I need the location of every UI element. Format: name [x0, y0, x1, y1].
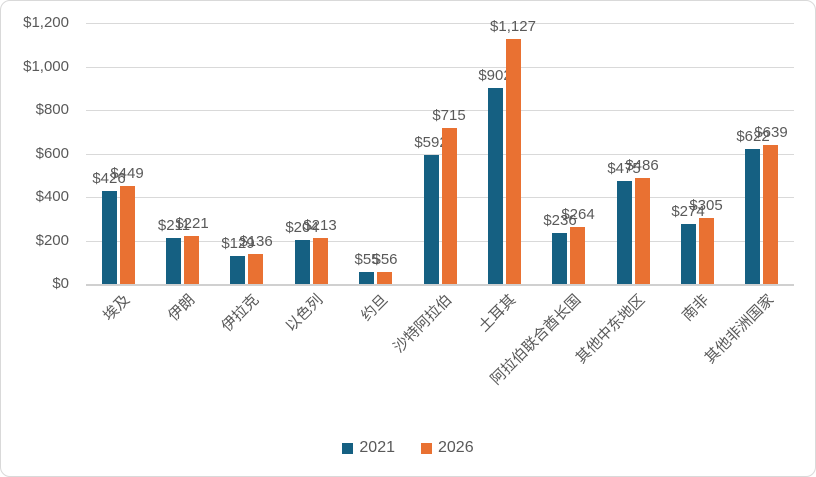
bar-2026 — [635, 178, 650, 284]
y-gridline — [86, 197, 794, 198]
bar-2021 — [295, 240, 310, 284]
x-axis-category-label: 约旦 — [357, 291, 391, 325]
x-axis-category-label: 伊朗 — [164, 291, 198, 325]
bar-2026 — [248, 254, 263, 284]
y-gridline — [86, 154, 794, 155]
x-axis-category-label: 其他非洲国家 — [701, 291, 778, 367]
bar-value-label: $236 — [543, 212, 577, 229]
bar-2021 — [166, 238, 181, 284]
y-axis-tick-label: $800 — [35, 101, 69, 118]
bar-2021 — [552, 233, 567, 284]
legend-label-2026: 2026 — [438, 439, 474, 456]
bar-value-label: $211 — [157, 217, 191, 234]
legend-item-2026: 2026 — [421, 439, 474, 457]
x-axis-line — [86, 284, 794, 286]
y-gridline — [86, 241, 794, 242]
x-axis-category-label: 以色列 — [282, 291, 327, 336]
y-axis-tick-label: $0 — [52, 275, 69, 292]
legend: 2021 2026 — [1, 439, 815, 457]
y-axis-tick-label: $1,200 — [23, 14, 69, 31]
bar-2021 — [359, 272, 374, 284]
x-axis-category-label: 伊拉克 — [218, 291, 263, 336]
x-axis-category-label: 沙特阿拉伯 — [390, 291, 456, 357]
bar-2026 — [442, 128, 457, 284]
bar-value-label: $136 — [239, 233, 273, 250]
y-gridline — [86, 67, 794, 68]
bar-value-label: $592 — [414, 134, 448, 151]
legend-label-2021: 2021 — [359, 439, 395, 456]
bar-value-label: $1,127 — [490, 18, 536, 35]
bar-value-label: $204 — [285, 219, 319, 236]
bar-2021 — [488, 88, 503, 284]
bar-value-label: $213 — [303, 217, 337, 234]
bar-value-label: $274 — [671, 203, 705, 220]
x-axis-category-label: 其他中东地区 — [572, 291, 649, 367]
bar-value-label: $639 — [754, 124, 788, 141]
bar-2026 — [570, 227, 585, 284]
bar-value-label: $55 — [354, 251, 380, 268]
bar-2026 — [699, 218, 714, 284]
x-axis-category-label: 土耳其 — [475, 291, 520, 336]
y-gridline — [86, 110, 794, 111]
bar-2021 — [745, 149, 760, 284]
bar-value-label: $902 — [478, 67, 512, 84]
bar-2026 — [506, 39, 521, 284]
bar-2021 — [102, 191, 117, 284]
bar-2021 — [424, 155, 439, 284]
bar-value-label: $129 — [221, 235, 255, 252]
legend-item-2021: 2021 — [342, 439, 395, 457]
bar-value-label: $56 — [372, 251, 398, 268]
bar-2021 — [681, 224, 696, 284]
bar-value-label: $622 — [736, 128, 770, 145]
bar-2026 — [763, 145, 778, 284]
bar-2026 — [377, 272, 392, 284]
bar-value-label: $486 — [625, 157, 659, 174]
bar-value-label: $426 — [92, 170, 126, 187]
bar-value-label: $264 — [561, 206, 595, 223]
bar-2026 — [120, 186, 135, 284]
legend-swatch-2021-icon — [342, 442, 354, 454]
x-axis-category-label: 埃及 — [100, 291, 134, 325]
bar-value-label: $305 — [689, 197, 723, 214]
bar-2021 — [230, 256, 245, 284]
y-axis-tick-label: $1,000 — [23, 58, 69, 75]
y-axis-tick-label: $200 — [35, 232, 69, 249]
bar-2021 — [617, 181, 632, 284]
bar-2026 — [313, 238, 328, 284]
bar-value-label: $475 — [607, 160, 641, 177]
y-gridline — [86, 23, 794, 24]
bar-value-label: $715 — [432, 107, 466, 124]
bar-2026 — [184, 236, 199, 284]
y-axis-tick-label: $400 — [35, 188, 69, 205]
bar-value-label: $449 — [110, 165, 144, 182]
y-axis-tick-label: $600 — [35, 145, 69, 162]
bar-value-label: $221 — [175, 215, 209, 232]
x-axis-category-label: 南非 — [679, 291, 713, 325]
legend-swatch-2026-icon — [421, 442, 432, 454]
